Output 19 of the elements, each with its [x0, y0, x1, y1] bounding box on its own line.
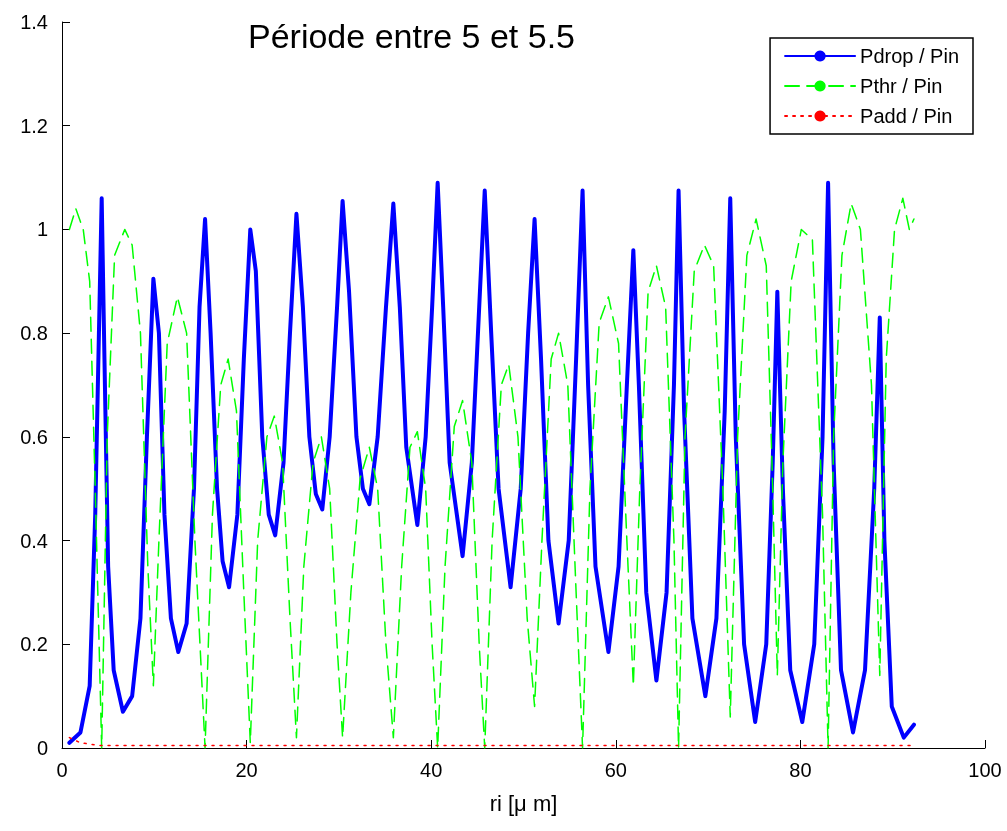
x-tick-label: 60	[604, 759, 627, 781]
y-tick-label: 1.4	[20, 11, 48, 33]
x-tick-label: 100	[968, 759, 1002, 781]
x-tick-label: 20	[235, 759, 258, 781]
x-tick-label: 40	[420, 759, 443, 781]
x-tick-label: 0	[56, 759, 68, 781]
chart-title: Période entre 5 et 5.5	[248, 17, 576, 55]
legend-label: Pdrop / Pin	[860, 45, 960, 67]
legend-label: Padd / Pin	[860, 105, 953, 127]
y-tick-label: 0.4	[20, 529, 48, 552]
legend-label: Pthr / Pin	[860, 75, 943, 97]
x-tick-label: 80	[789, 759, 812, 781]
y-tick-label: 0	[36, 737, 48, 759]
y-tick-label: 1.2	[20, 114, 48, 137]
x-axis-title: ri [μ m]	[489, 790, 558, 816]
y-tick-label: 1	[36, 218, 48, 241]
y-tick-label: 0.2	[20, 633, 48, 656]
y-tick-label: 0.6	[20, 425, 48, 448]
y-tick-label: 0.8	[20, 322, 48, 345]
